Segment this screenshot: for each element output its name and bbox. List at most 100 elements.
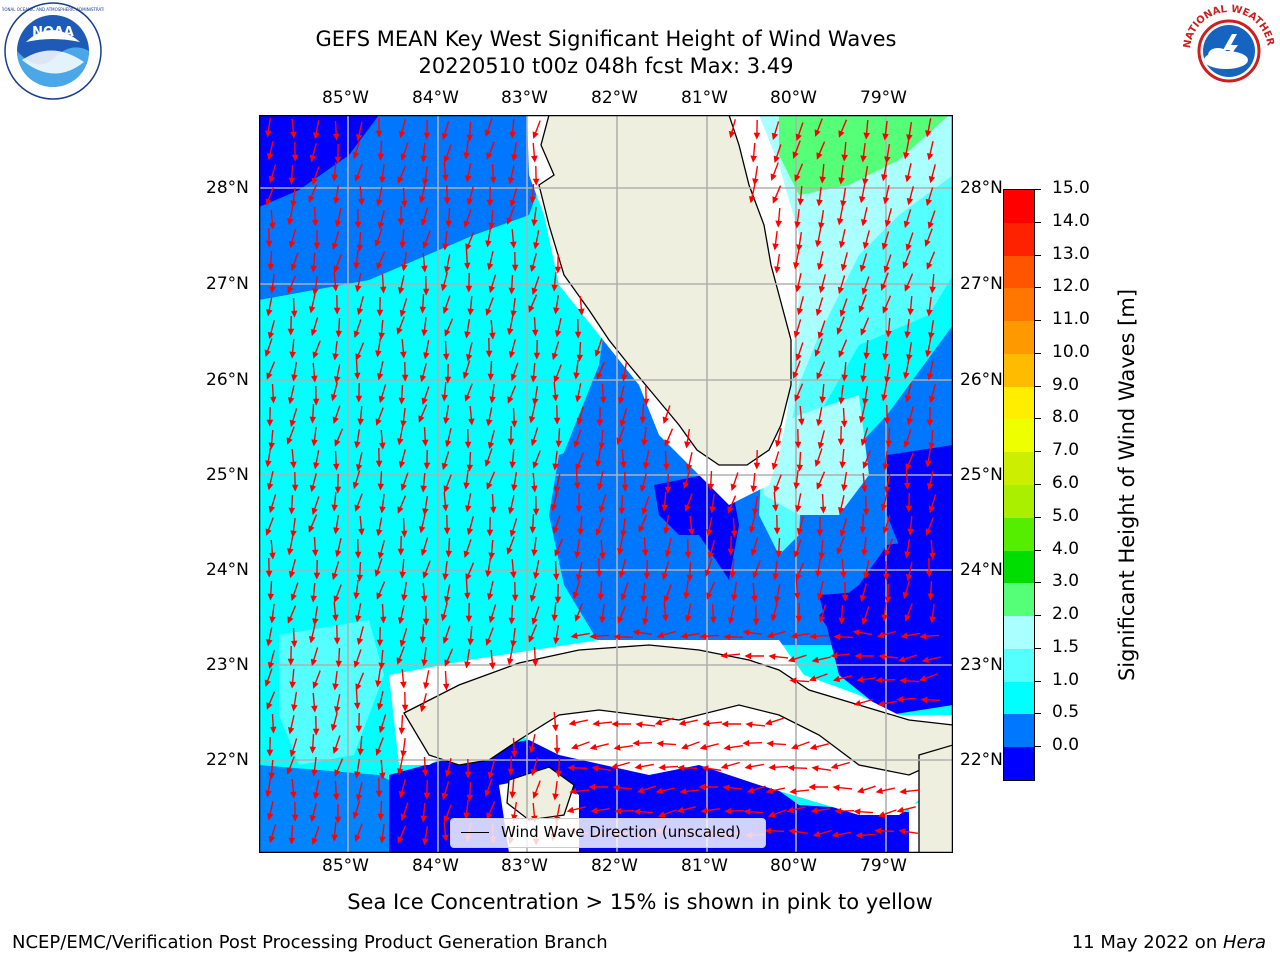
wave-direction-arrowhead <box>855 831 863 839</box>
wave-direction-arrowhead <box>467 308 474 316</box>
colorbar-segment <box>1004 386 1034 420</box>
wave-direction-arrowhead <box>838 240 846 249</box>
wave-direction-arrowhead <box>331 242 339 251</box>
wave-direction-arrowhead <box>489 332 496 340</box>
wave-direction-arrowhead <box>376 262 383 270</box>
wave-direction-arrowhead <box>421 659 428 667</box>
wave-direction-arrowhead <box>573 482 581 490</box>
wave-direction-arrowhead <box>809 632 817 640</box>
wave-direction-arrowhead <box>290 200 297 208</box>
footer-machine: Hera <box>1222 932 1266 953</box>
wave-direction-arrowhead <box>332 463 340 471</box>
wave-direction-arrowhead <box>860 438 868 447</box>
wave-direction-arrowhead <box>552 394 559 402</box>
wave-direction-arrowhead <box>794 284 802 293</box>
wave-direction-arrowhead <box>398 460 406 469</box>
wave-direction-arrowhead <box>837 218 844 226</box>
wave-direction-arrowhead <box>841 594 849 602</box>
wave-direction-arrowhead <box>904 551 911 559</box>
wave-direction-arrowhead <box>836 547 843 555</box>
wave-direction-arrowhead <box>530 768 538 777</box>
wave-direction-arrowhead <box>575 573 583 582</box>
wave-direction-arrowhead <box>399 309 407 318</box>
wave-direction-arrowhead <box>399 639 407 648</box>
wave-direction-arrowhead <box>397 438 404 446</box>
wave-direction-arrowhead <box>904 331 911 339</box>
wave-direction-arrowhead <box>635 721 643 728</box>
wave-direction-arrowhead <box>506 547 513 555</box>
wave-direction-arrowhead <box>815 240 822 248</box>
wave-direction-arrowhead <box>662 463 670 471</box>
wave-direction-arrowhead <box>465 243 472 251</box>
wave-direction-arrowhead <box>684 551 692 559</box>
wave-direction-arrowhead <box>509 529 517 538</box>
wave-direction-arrowhead <box>881 614 888 622</box>
wave-direction-arrowhead <box>311 769 318 777</box>
colorbar-tick <box>1034 746 1041 748</box>
wave-direction-arrowhead <box>798 418 805 426</box>
wave-direction-arrowhead <box>353 592 360 600</box>
wave-direction-arrowhead <box>310 595 317 603</box>
wave-direction-arrowhead <box>706 592 713 600</box>
wave-direction-arrowhead <box>400 200 408 208</box>
lon-label-top: 79°W <box>860 88 907 108</box>
wave-direction-arrowhead <box>311 837 318 846</box>
wave-direction-arrowhead <box>553 375 560 383</box>
wave-direction-arrowhead <box>400 750 407 758</box>
wave-direction-arrowhead <box>287 658 295 666</box>
wave-direction-arrowhead <box>882 353 889 361</box>
wave-direction-arrowhead <box>466 197 474 206</box>
wave-direction-arrowhead <box>925 350 932 358</box>
wave-direction-arrowhead <box>858 305 865 313</box>
wave-direction-arrowhead <box>599 552 606 560</box>
wave-direction-arrowhead <box>918 675 927 682</box>
wave-direction-arrowhead <box>396 327 403 335</box>
wave-direction-arrowhead <box>422 508 429 516</box>
wave-direction-arrowhead <box>819 506 827 514</box>
wave-direction-arrowhead <box>662 416 669 425</box>
wave-direction-arrowhead <box>664 486 672 494</box>
wave-direction-arrowhead <box>290 791 297 799</box>
wave-direction-arrowhead <box>814 129 821 137</box>
wave-direction-arrowhead <box>616 437 623 445</box>
wave-direction-arrowhead <box>882 133 889 141</box>
lon-label-bottom: 85°W <box>322 856 369 876</box>
wave-direction-arrowhead <box>266 702 273 710</box>
wave-direction-arrowhead <box>442 353 450 361</box>
wave-direction-arrowhead <box>596 482 604 491</box>
wave-direction-arrowhead <box>597 593 605 601</box>
wave-direction-arrowhead <box>926 419 934 427</box>
wave-direction-arrowhead <box>567 764 575 772</box>
wave-direction-arrowhead <box>875 676 883 684</box>
colorbar-segment <box>1004 419 1034 453</box>
wave-direction-arrowhead <box>532 461 539 469</box>
colorbar-tick-label: 5.0 <box>1052 505 1080 526</box>
wave-direction-arrowhead <box>748 195 756 204</box>
wave-direction-arrowhead <box>423 462 431 470</box>
lat-label-left: 27°N <box>206 274 249 294</box>
wave-direction-arrowhead <box>832 784 840 791</box>
wave-direction-arrowhead <box>311 375 318 383</box>
lat-label-left: 25°N <box>206 465 249 485</box>
wave-direction-arrowhead <box>853 808 861 816</box>
wave-direction-arrowhead <box>463 482 470 490</box>
wave-direction-arrowhead <box>598 442 605 450</box>
lon-label-top: 84°W <box>412 88 459 108</box>
wave-direction-arrowhead <box>853 699 862 707</box>
wave-direction-arrowhead <box>700 807 708 814</box>
lat-label-left: 26°N <box>206 370 249 390</box>
wave-direction-arrowhead <box>819 176 826 184</box>
wave-direction-arrowhead <box>905 573 913 582</box>
wave-direction-arrowhead <box>288 240 296 249</box>
wave-direction-arrowhead <box>639 484 647 493</box>
wave-direction-arrowhead <box>443 197 451 205</box>
wave-direction-arrowhead <box>589 632 597 640</box>
wave-direction-arrowhead <box>331 174 338 182</box>
wave-direction-arrowhead <box>290 310 298 318</box>
wave-direction-arrowhead <box>742 739 750 747</box>
wave-direction-arrowhead <box>881 242 889 251</box>
wave-direction-arrowhead <box>838 617 846 625</box>
wave-direction-arrowhead <box>397 616 405 625</box>
wave-direction-arrowhead <box>880 283 887 291</box>
wave-direction-arrowhead <box>528 635 535 643</box>
